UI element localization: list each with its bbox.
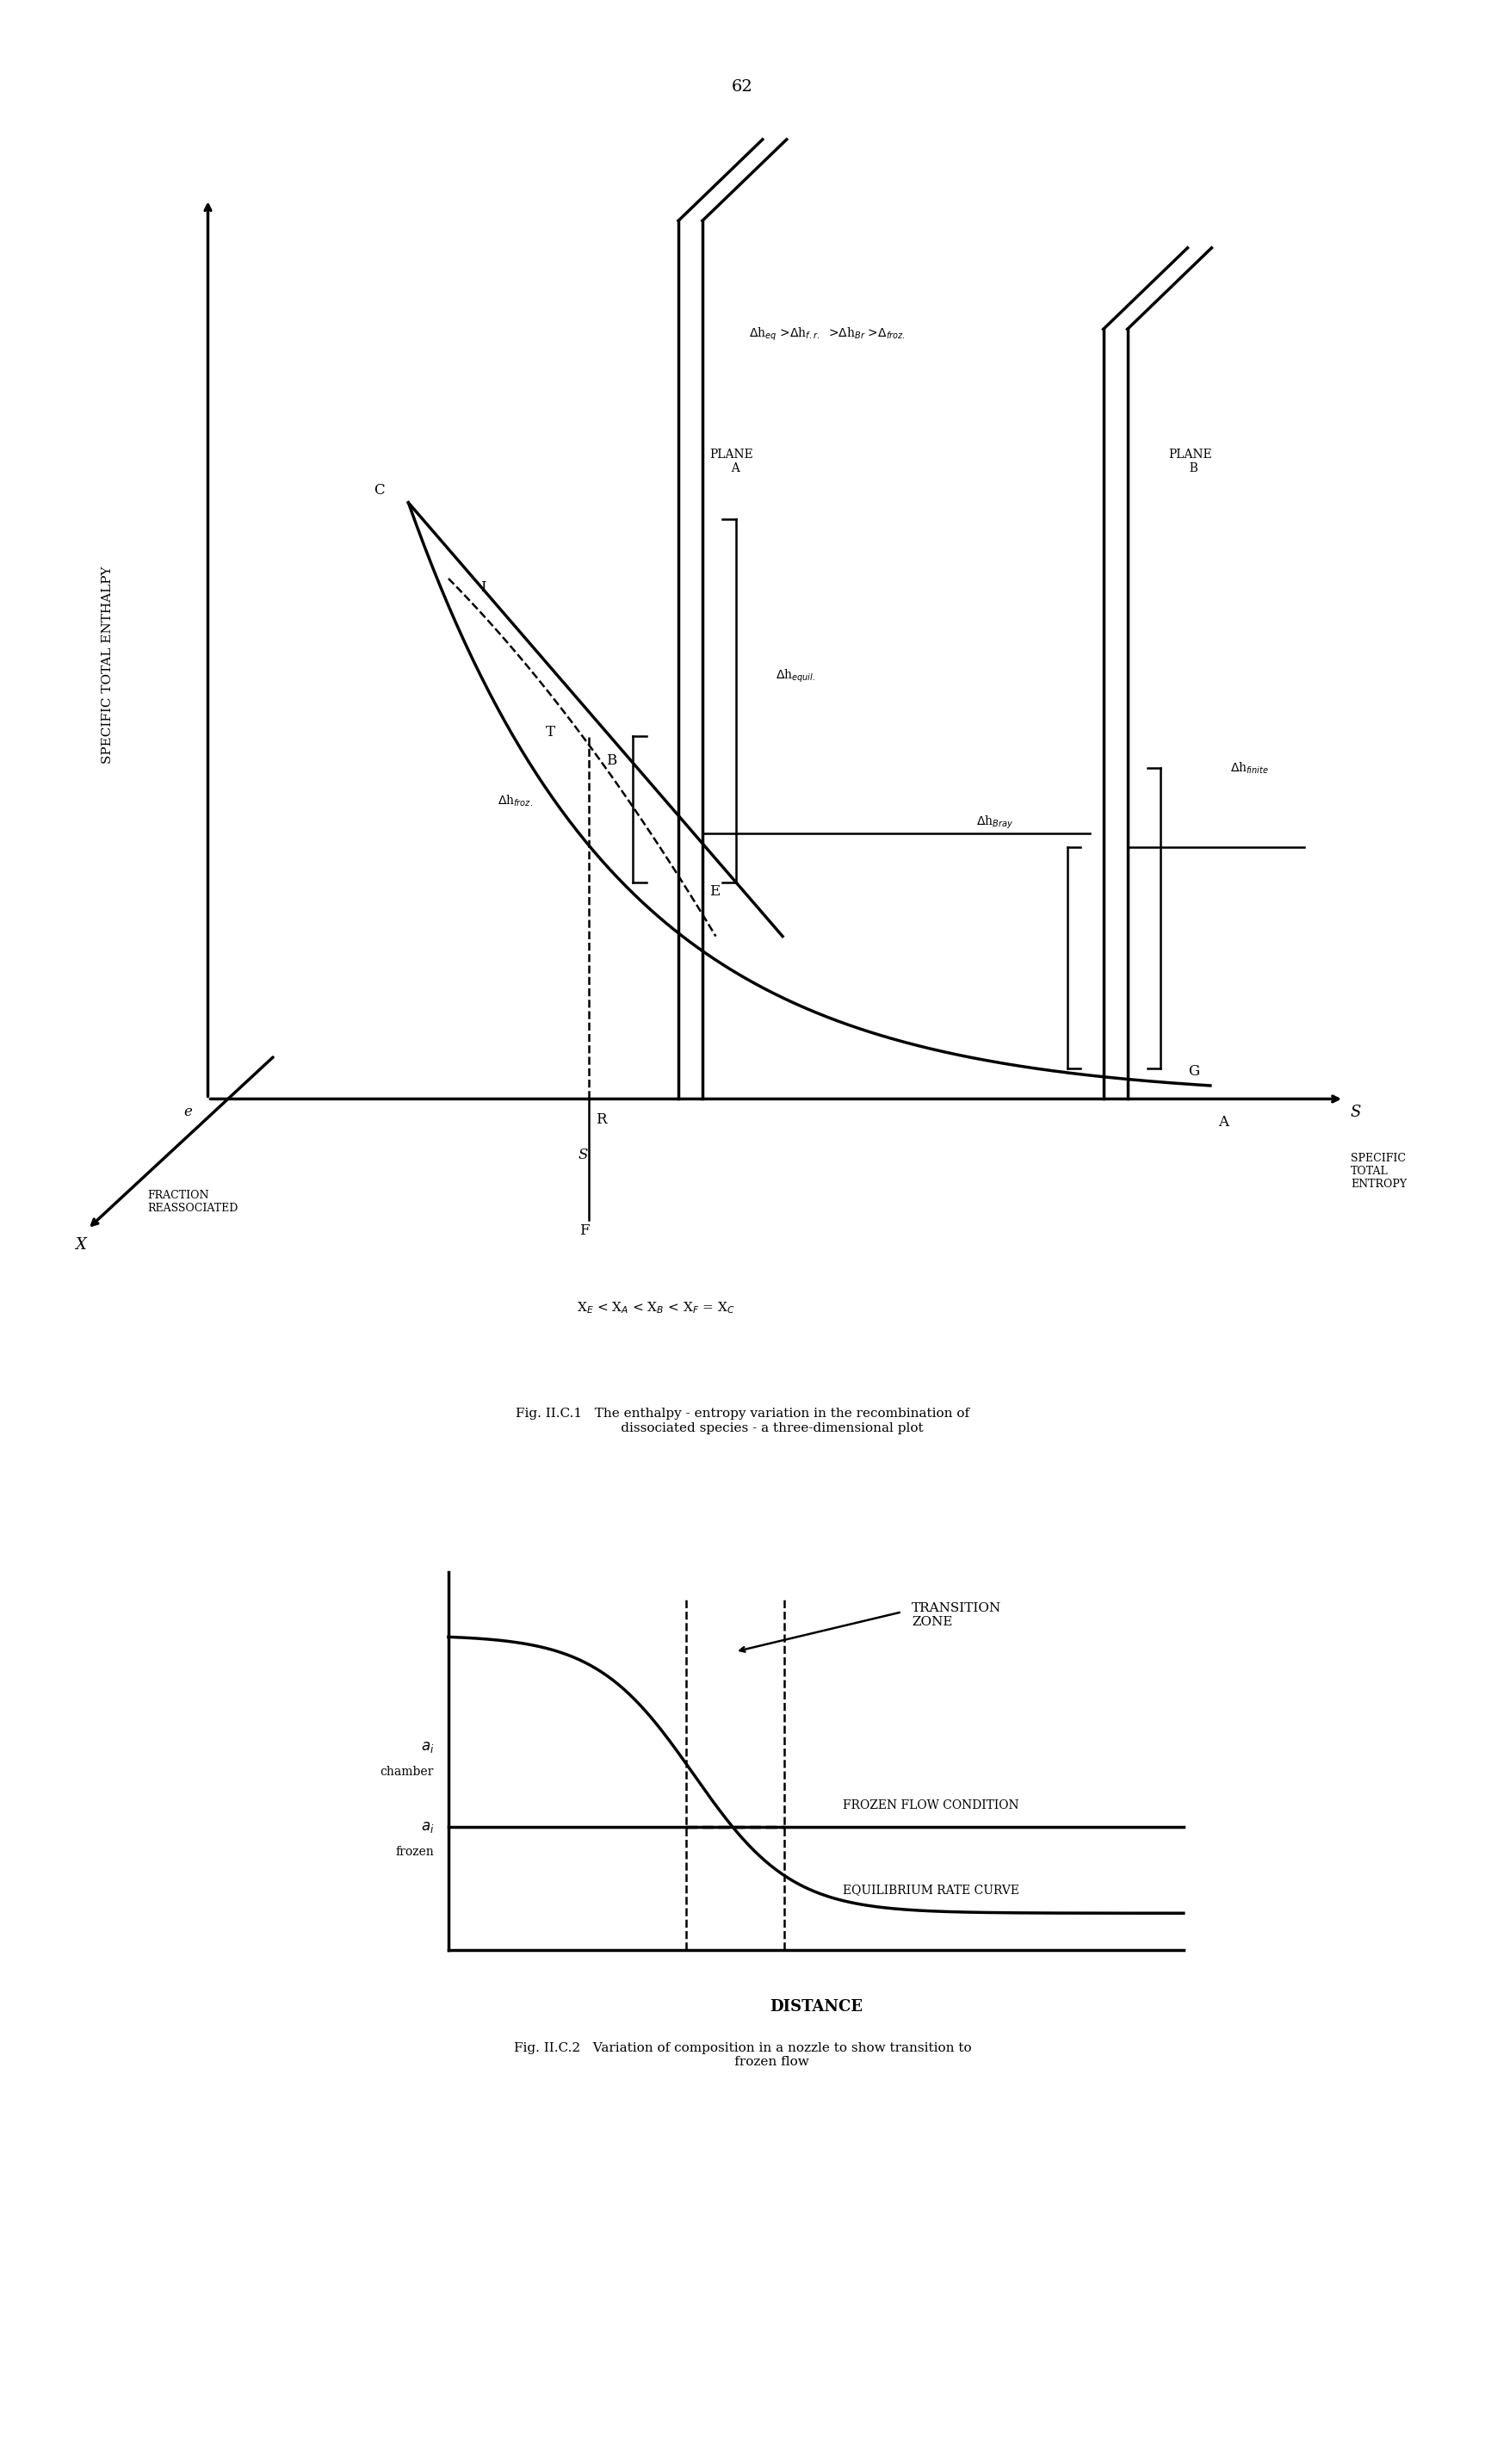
Text: C: C — [373, 483, 385, 498]
Text: FRACTION
REASSOCIATED: FRACTION REASSOCIATED — [148, 1190, 239, 1215]
Text: $\Delta$h$_{froz.}$: $\Delta$h$_{froz.}$ — [497, 793, 533, 808]
Text: F: F — [579, 1225, 590, 1239]
Text: FROZEN FLOW CONDITION: FROZEN FLOW CONDITION — [843, 1799, 1019, 1811]
Text: DISTANCE: DISTANCE — [769, 1998, 863, 2016]
Text: Fig. II.C.1   The enthalpy - entropy variation in the recombination of
         : Fig. II.C.1 The enthalpy - entropy varia… — [515, 1407, 970, 1434]
Text: e: e — [184, 1104, 192, 1119]
Text: $\Delta$h$_{finite}$: $\Delta$h$_{finite}$ — [1231, 761, 1270, 776]
Text: X$_E$ < X$_A$ < X$_B$ < X$_F$ = X$_C$: X$_E$ < X$_A$ < X$_B$ < X$_F$ = X$_C$ — [576, 1301, 735, 1316]
Text: $\Delta$h$_{eq}$ >$\Delta$h$_{f.r.}$  >$\Delta$h$_{Br}$ >$\Delta_{froz.}$: $\Delta$h$_{eq}$ >$\Delta$h$_{f.r.}$ >$\… — [750, 325, 906, 342]
Text: G: G — [1188, 1064, 1200, 1079]
Text: S: S — [578, 1148, 588, 1163]
Text: SPECIFIC TOTAL ENTHALPY: SPECIFIC TOTAL ENTHALPY — [101, 567, 114, 764]
Text: A: A — [1218, 1116, 1228, 1131]
Text: PLANE
  B: PLANE B — [1169, 448, 1212, 476]
Text: SPECIFIC
TOTAL
ENTROPY: SPECIFIC TOTAL ENTROPY — [1351, 1153, 1406, 1190]
Text: E: E — [710, 885, 720, 899]
Text: chamber: chamber — [380, 1767, 434, 1779]
Text: I: I — [480, 579, 486, 594]
Text: PLANE
  A: PLANE A — [710, 448, 754, 476]
Text: $\Delta$h$_{equil.}$: $\Delta$h$_{equil.}$ — [777, 668, 815, 685]
Text: 62: 62 — [732, 79, 753, 94]
Text: S: S — [1351, 1104, 1362, 1119]
Text: $\Delta$h$_{Bray}$: $\Delta$h$_{Bray}$ — [977, 813, 1013, 830]
Text: EQUILIBRIUM RATE CURVE: EQUILIBRIUM RATE CURVE — [843, 1885, 1020, 1897]
Text: R: R — [595, 1111, 606, 1126]
Text: Fig. II.C.2   Variation of composition in a nozzle to show transition to
       : Fig. II.C.2 Variation of composition in … — [514, 2043, 971, 2067]
Text: X: X — [76, 1237, 86, 1254]
Text: B: B — [606, 754, 616, 769]
Text: $a_i$: $a_i$ — [420, 1740, 434, 1754]
Text: T: T — [546, 724, 555, 739]
Text: TRANSITION
ZONE: TRANSITION ZONE — [912, 1602, 1001, 1629]
Text: frozen: frozen — [395, 1846, 434, 1858]
Text: $a_i$: $a_i$ — [420, 1821, 434, 1836]
